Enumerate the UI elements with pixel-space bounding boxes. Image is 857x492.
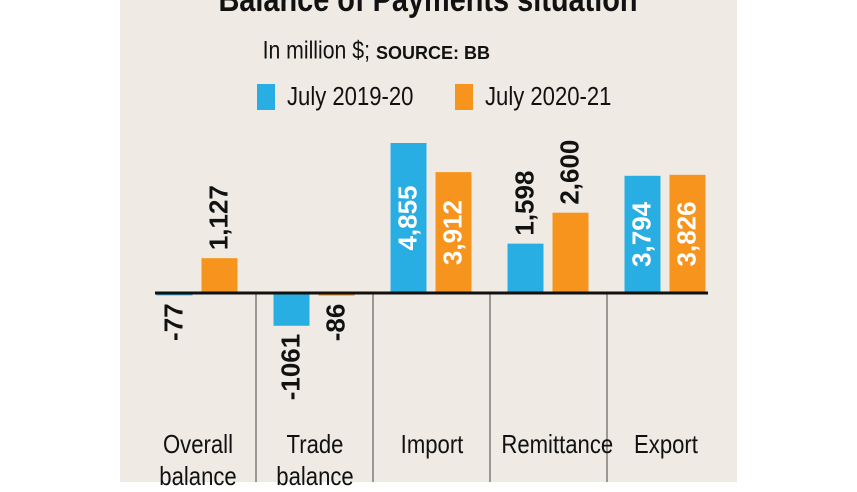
page: Balance of Payments situation In million… (120, 0, 737, 491)
chart-title: Balance of Payments situation (218, 0, 637, 19)
value-label: -77 (158, 303, 188, 341)
legend-swatch (455, 84, 473, 110)
bar (507, 243, 544, 293)
category-label: Overall balance (158, 429, 237, 491)
category-label: Export (633, 429, 698, 459)
value-label: 3,912 (437, 200, 467, 265)
subtitle: In million $; (263, 36, 370, 64)
category-label: Import (400, 429, 463, 459)
legend-label: July 2020-21 (485, 82, 611, 111)
bar (273, 293, 310, 326)
value-label: 3,794 (626, 201, 656, 267)
value-label: 1,598 (509, 171, 539, 236)
legend-label: July 2019-20 (287, 82, 413, 111)
bar (201, 258, 238, 293)
value-label: -86 (320, 304, 350, 342)
source: SOURCE: BB (376, 43, 490, 63)
value-label: 3,826 (671, 201, 701, 266)
legend-swatch (257, 84, 275, 110)
value-label: -1061 (275, 334, 305, 401)
value-label: 1,127 (203, 185, 233, 250)
chart: Balance of Payments situation In million… (155, 0, 708, 482)
value-label: 2,600 (554, 140, 584, 205)
value-label: 4,855 (392, 185, 422, 250)
bar (624, 175, 661, 293)
bar (435, 172, 472, 293)
category-label: Remittance (500, 429, 613, 459)
category-label: Trade balance (275, 429, 354, 491)
bar (552, 212, 589, 293)
bar (390, 143, 427, 293)
bar (669, 174, 706, 293)
